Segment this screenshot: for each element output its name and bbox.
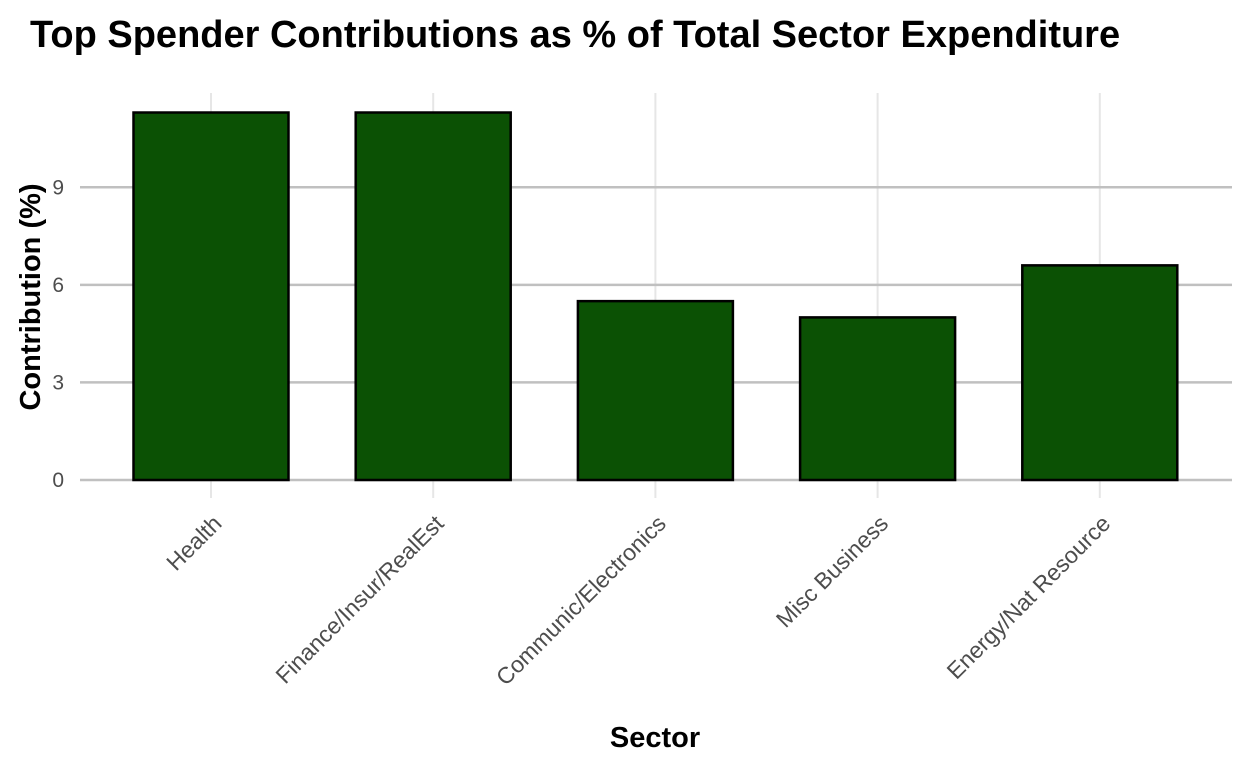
y-tick-label: 3: [52, 371, 64, 394]
x-tick-label: Energy/Nat Resource: [941, 510, 1115, 684]
bars: [132, 111, 1179, 482]
x-axis-title: Sector: [610, 722, 700, 754]
x-tick-label: Health: [161, 510, 226, 575]
bar: [132, 111, 290, 482]
x-tick-labels: Health Finance/Insur/RealEst Communic/Elec…: [161, 510, 1115, 691]
x-tick-label: Finance/Insur/RealEst: [270, 510, 449, 689]
x-tick-label: Communic/Electronics: [491, 510, 671, 690]
bar: [576, 299, 735, 482]
bar: [1021, 264, 1179, 482]
bar: [798, 316, 957, 482]
y-tick-label: 0: [52, 469, 64, 492]
y-tick-label: 6: [52, 274, 64, 297]
y-tick-label: 9: [52, 176, 64, 199]
chart-title: Top Spender Contributions as % of Total …: [30, 14, 1120, 56]
x-tick-label: Misc Business: [771, 510, 893, 632]
bar: [354, 111, 512, 482]
y-tick-labels: 0 3 6 9: [52, 176, 64, 492]
y-axis-title: Contribution (%): [15, 183, 47, 410]
